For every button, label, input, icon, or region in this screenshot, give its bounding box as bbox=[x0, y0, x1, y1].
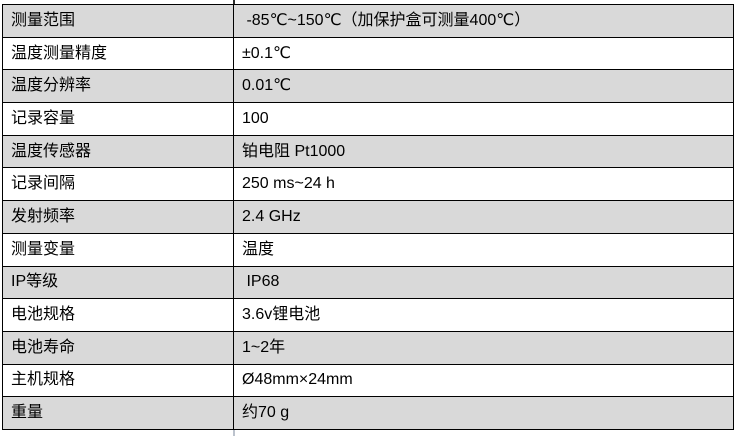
spec-label: IP等级 bbox=[2, 265, 234, 300]
table-row: 测量范围 -85℃~150℃（加保护盒可测量400℃） bbox=[2, 4, 734, 38]
table-row: 发射频率 2.4 GHz bbox=[2, 200, 734, 234]
table-row: 温度传感器 铂电阻 Pt1000 bbox=[2, 134, 734, 169]
spec-value: 铂电阻 Pt1000 bbox=[233, 134, 734, 169]
spec-value: -85℃~150℃（加保护盒可测量400℃） bbox=[233, 4, 734, 38]
spec-value: 1~2年 bbox=[233, 330, 734, 365]
spec-label: 温度测量精度 bbox=[2, 36, 234, 71]
table-row: 重量 约70 g bbox=[2, 396, 734, 430]
table-row: 主机规格 Ø48mm×24mm bbox=[2, 363, 734, 398]
spec-value: 250 ms~24 h bbox=[233, 167, 734, 202]
spec-label: 电池规格 bbox=[2, 298, 234, 332]
table-row: IP等级 IP68 bbox=[2, 265, 734, 300]
spec-label: 记录容量 bbox=[2, 102, 234, 136]
table-row: 温度分辨率 0.01℃ bbox=[2, 69, 734, 104]
spec-value: ±0.1℃ bbox=[233, 36, 734, 71]
table-row: 记录间隔 250 ms~24 h bbox=[2, 167, 734, 202]
table-row: 测量变量 温度 bbox=[2, 232, 734, 267]
cutoff-row-divider-top bbox=[233, 0, 235, 5]
spec-label: 发射频率 bbox=[2, 200, 234, 234]
spec-label: 记录间隔 bbox=[2, 167, 234, 202]
spec-label: 重量 bbox=[2, 396, 234, 430]
table-row: 电池寿命 1~2年 bbox=[2, 330, 734, 365]
spec-label: 主机规格 bbox=[2, 363, 234, 398]
table-row: 电池规格 3.6v锂电池 bbox=[2, 298, 734, 332]
cutoff-row-divider-bottom bbox=[233, 430, 235, 436]
spec-value: 2.4 GHz bbox=[233, 200, 734, 234]
spec-value: 3.6v锂电池 bbox=[233, 298, 734, 332]
spec-label: 电池寿命 bbox=[2, 330, 234, 365]
spec-value: 100 bbox=[233, 102, 734, 136]
spec-label: 温度传感器 bbox=[2, 134, 234, 169]
specification-table: 测量范围 -85℃~150℃（加保护盒可测量400℃） 温度测量精度 ±0.1℃… bbox=[2, 4, 734, 430]
spec-value: 温度 bbox=[233, 232, 734, 267]
table-row: 记录容量 100 bbox=[2, 102, 734, 136]
spec-label: 测量范围 bbox=[2, 4, 234, 38]
spec-value: IP68 bbox=[233, 265, 734, 300]
spec-value: 0.01℃ bbox=[233, 69, 734, 104]
spec-label: 测量变量 bbox=[2, 232, 234, 267]
spec-label: 温度分辨率 bbox=[2, 69, 234, 104]
spec-value: 约70 g bbox=[233, 396, 734, 430]
spec-value: Ø48mm×24mm bbox=[233, 363, 734, 398]
table-row: 温度测量精度 ±0.1℃ bbox=[2, 36, 734, 71]
